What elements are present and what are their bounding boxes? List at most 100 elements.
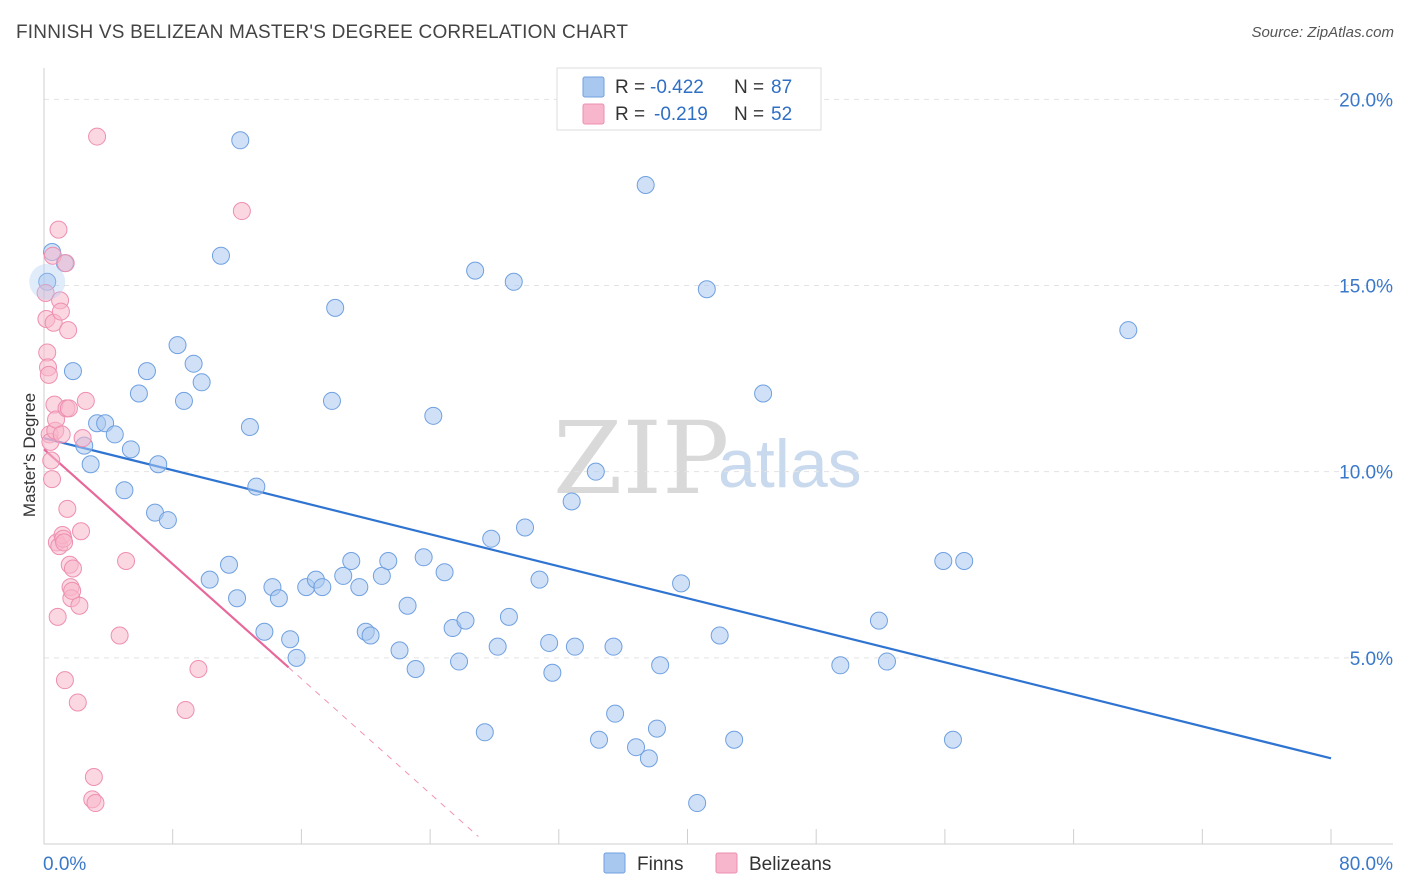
belizeans-trend-line-extension — [288, 666, 479, 837]
finns-point — [247, 477, 266, 496]
legend-n-label-finns: N = — [734, 77, 764, 98]
finns-point — [149, 455, 168, 474]
belizeans-points — [36, 127, 251, 813]
finns-point — [287, 648, 306, 667]
finns-point — [831, 656, 850, 675]
x-tick-label-min: 0.0% — [43, 854, 86, 875]
finns-point — [688, 794, 707, 813]
finns-point — [877, 652, 896, 671]
finns-point — [516, 518, 535, 537]
belizeans-point — [72, 522, 91, 541]
finns-point — [955, 552, 974, 571]
finns-point — [129, 384, 148, 403]
finns-point — [313, 578, 332, 597]
finns-point — [406, 660, 425, 679]
legend-r-value-belizeans: -0.219 — [654, 104, 708, 125]
series-legend-label-belizeans: Belizeans — [749, 854, 831, 875]
belizeans-point — [63, 581, 82, 600]
belizeans-point — [110, 626, 129, 645]
finns-point — [869, 611, 888, 630]
belizeans-point — [43, 470, 62, 489]
legend-r-value-finns: -0.422 — [650, 77, 704, 98]
finns-point — [488, 637, 507, 656]
belizeans-point — [55, 533, 74, 552]
belizeans-point — [70, 596, 89, 615]
legend-swatch-finns — [582, 76, 605, 98]
belizeans-point — [117, 552, 136, 571]
y-tick-label: 15.0% — [1339, 277, 1393, 298]
finns-point — [105, 425, 124, 444]
belizeans-point — [58, 499, 77, 518]
belizeans-point — [73, 429, 92, 448]
finns-point — [424, 406, 443, 425]
finns-point — [639, 749, 658, 768]
legend-swatch-belizeans — [582, 103, 605, 125]
legend-n-value-finns: 87 — [771, 77, 792, 98]
finns-point — [220, 555, 239, 574]
belizeans-point — [86, 794, 105, 813]
finns-point — [606, 704, 625, 723]
finns-point — [174, 391, 193, 410]
finns-point — [269, 589, 288, 608]
finns-point — [543, 663, 562, 682]
finns-point — [482, 529, 501, 548]
belizeans-trend-line — [43, 448, 290, 669]
belizeans-point — [36, 283, 55, 302]
y-tick-label: 20.0% — [1339, 90, 1393, 111]
belizeans-point — [39, 365, 58, 384]
source-label: Source: ZipAtlas.com — [1251, 24, 1394, 41]
finns-point — [565, 637, 584, 656]
finns-point — [530, 570, 549, 589]
finns-point — [342, 552, 361, 571]
belizeans-point — [51, 302, 70, 321]
finns-point — [192, 373, 211, 392]
belizeans-point — [55, 671, 74, 690]
finns-point — [81, 455, 100, 474]
finns-point — [115, 481, 134, 500]
gridlines — [44, 98, 1393, 659]
y-tick-label: 10.0% — [1339, 463, 1393, 484]
finns-point — [398, 596, 417, 615]
finns-point — [322, 391, 341, 410]
belizeans-point — [63, 559, 82, 578]
finns-point — [334, 566, 353, 585]
chart-title: FINNISH VS BELIZEAN MASTER'S DEGREE CORR… — [16, 22, 629, 43]
finns-point — [475, 723, 494, 742]
finns-point — [121, 440, 140, 459]
finns-points — [38, 131, 1138, 813]
finns-point — [390, 641, 409, 660]
belizeans-point — [59, 399, 78, 418]
belizeans-point — [88, 127, 107, 146]
finns-point — [361, 626, 380, 645]
belizeans-point — [76, 391, 95, 410]
finns-point — [200, 570, 219, 589]
belizeans-point — [48, 607, 67, 626]
finns-point — [231, 131, 250, 150]
finns-point — [184, 354, 203, 373]
finns-point — [466, 261, 485, 280]
series-legend-swatch-belizeans — [715, 852, 738, 874]
finns-point — [63, 362, 82, 381]
belizeans-point — [176, 700, 195, 719]
finns-point — [137, 362, 156, 381]
legend-r-label-belizeans: R = — [615, 104, 645, 125]
finns-point — [240, 417, 259, 436]
series-legend: Finns Belizeans — [603, 852, 831, 875]
finns-point — [754, 384, 773, 403]
watermark-zip: ZIP — [553, 400, 729, 517]
belizeans-point — [84, 767, 103, 786]
y-tick-labels: 5.0% 10.0% 15.0% 20.0% — [1339, 90, 1393, 669]
y-tick-label: 5.0% — [1350, 649, 1393, 670]
legend-r-label-finns: R = — [615, 77, 645, 98]
finns-point — [168, 336, 187, 355]
finns-point — [456, 611, 475, 630]
belizeans-point — [59, 321, 78, 340]
finns-point — [934, 552, 953, 571]
finns-point — [710, 626, 729, 645]
finns-point — [672, 574, 691, 593]
finns-point — [586, 462, 605, 481]
finns-point — [379, 552, 398, 571]
finns-point — [350, 578, 369, 597]
watermark-atlas: atlas — [718, 426, 862, 502]
finns-point — [158, 511, 177, 530]
